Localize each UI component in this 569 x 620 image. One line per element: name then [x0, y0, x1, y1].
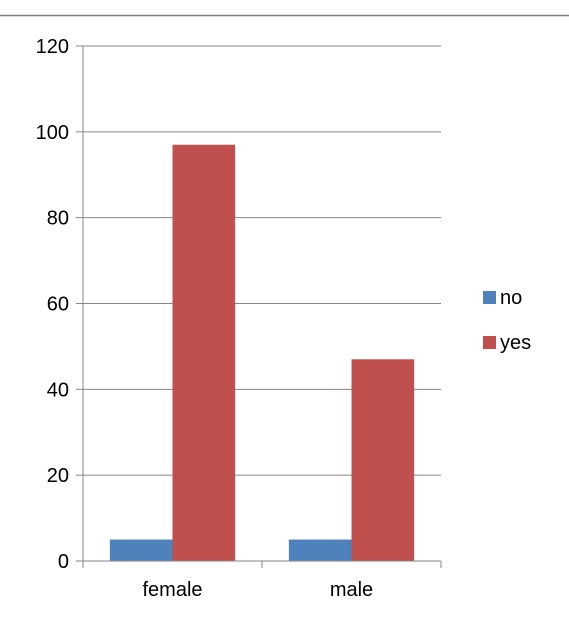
x-tick-label-male: male	[330, 579, 373, 601]
y-tick-label-80: 80	[47, 208, 69, 230]
y-tick-label-120: 120	[36, 36, 69, 58]
y-tick-label-0: 0	[58, 551, 69, 573]
legend: no yes	[483, 287, 531, 354]
y-tick-labels: 0 20 40 60 80 100 120	[36, 36, 69, 573]
bar-yes-male	[351, 359, 415, 561]
bar-no-female	[109, 539, 173, 561]
gridlines	[83, 45, 441, 476]
x-tick-labels: female male	[142, 579, 373, 601]
legend-swatch-no	[483, 291, 496, 304]
x-tick-label-female: female	[142, 579, 202, 601]
y-tick-label-100: 100	[36, 122, 69, 144]
y-tick-label-60: 60	[47, 294, 69, 316]
bar-yes-female	[172, 144, 236, 562]
legend-swatch-yes	[483, 336, 496, 349]
bars	[109, 144, 415, 562]
axes	[76, 45, 442, 568]
bar-no-male	[288, 539, 352, 561]
legend-label-yes: yes	[500, 332, 531, 354]
legend-label-no: no	[500, 287, 522, 309]
y-tick-label-20: 20	[47, 465, 69, 487]
y-tick-label-40: 40	[47, 379, 69, 401]
